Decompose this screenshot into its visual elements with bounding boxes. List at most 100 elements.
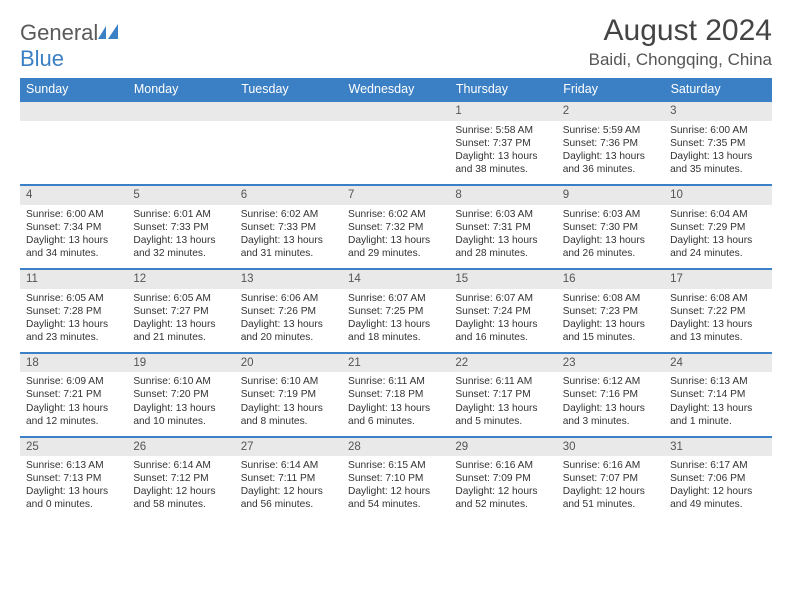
daylight-text: Daylight: 13 hours and 36 minutes.: [563, 150, 658, 176]
daylight-text: Daylight: 12 hours and 54 minutes.: [348, 485, 443, 511]
day-number: 26: [127, 438, 234, 457]
day-header: Sunday: [20, 78, 127, 101]
sunset-text: Sunset: 7:35 PM: [670, 137, 765, 150]
sunset-text: Sunset: 7:37 PM: [455, 137, 550, 150]
cell-details: Sunrise: 6:00 AMSunset: 7:35 PMDaylight:…: [664, 121, 771, 184]
sunrise-text: Sunrise: 5:59 AM: [563, 124, 658, 137]
daylight-text: Daylight: 13 hours and 29 minutes.: [348, 234, 443, 260]
sunrise-text: Sunrise: 6:08 AM: [670, 292, 765, 305]
sunrise-text: Sunrise: 6:15 AM: [348, 459, 443, 472]
cell-details: Sunrise: 6:14 AMSunset: 7:12 PMDaylight:…: [127, 456, 234, 519]
day-number: 13: [235, 270, 342, 289]
calendar-cell: [20, 101, 127, 185]
day-number: 27: [235, 438, 342, 457]
calendar-cell: 25Sunrise: 6:13 AMSunset: 7:13 PMDayligh…: [20, 437, 127, 520]
daylight-text: Daylight: 12 hours and 58 minutes.: [133, 485, 228, 511]
calendar-location: Baidi, Chongqing, China: [589, 50, 772, 70]
calendar-cell: 15Sunrise: 6:07 AMSunset: 7:24 PMDayligh…: [449, 269, 556, 353]
calendar-cell: 21Sunrise: 6:11 AMSunset: 7:18 PMDayligh…: [342, 353, 449, 437]
daylight-text: Daylight: 13 hours and 26 minutes.: [563, 234, 658, 260]
day-number: 30: [557, 438, 664, 457]
cell-details: Sunrise: 6:05 AMSunset: 7:28 PMDaylight:…: [20, 289, 127, 352]
day-number: 6: [235, 186, 342, 205]
calendar-cell: 5Sunrise: 6:01 AMSunset: 7:33 PMDaylight…: [127, 185, 234, 269]
day-number: 14: [342, 270, 449, 289]
calendar-cell: 17Sunrise: 6:08 AMSunset: 7:22 PMDayligh…: [664, 269, 771, 353]
sunset-text: Sunset: 7:32 PM: [348, 221, 443, 234]
calendar-week: 4Sunrise: 6:00 AMSunset: 7:34 PMDaylight…: [20, 185, 772, 269]
day-header: Saturday: [664, 78, 771, 101]
sunrise-text: Sunrise: 6:09 AM: [26, 375, 121, 388]
sunset-text: Sunset: 7:17 PM: [455, 388, 550, 401]
calendar-cell: [235, 101, 342, 185]
cell-details: Sunrise: 5:59 AMSunset: 7:36 PMDaylight:…: [557, 121, 664, 184]
cell-details: Sunrise: 6:11 AMSunset: 7:17 PMDaylight:…: [449, 372, 556, 435]
calendar-week: 1Sunrise: 5:58 AMSunset: 7:37 PMDaylight…: [20, 101, 772, 185]
calendar-cell: 16Sunrise: 6:08 AMSunset: 7:23 PMDayligh…: [557, 269, 664, 353]
calendar-cell: 20Sunrise: 6:10 AMSunset: 7:19 PMDayligh…: [235, 353, 342, 437]
day-number: 5: [127, 186, 234, 205]
day-number: [342, 102, 449, 121]
calendar-cell: 6Sunrise: 6:02 AMSunset: 7:33 PMDaylight…: [235, 185, 342, 269]
day-number: 21: [342, 354, 449, 373]
calendar-week: 25Sunrise: 6:13 AMSunset: 7:13 PMDayligh…: [20, 437, 772, 520]
sunrise-text: Sunrise: 6:02 AM: [241, 208, 336, 221]
daylight-text: Daylight: 13 hours and 31 minutes.: [241, 234, 336, 260]
day-number: 3: [664, 102, 771, 121]
daylight-text: Daylight: 13 hours and 3 minutes.: [563, 402, 658, 428]
daylight-text: Daylight: 13 hours and 24 minutes.: [670, 234, 765, 260]
day-number: 12: [127, 270, 234, 289]
day-number: [20, 102, 127, 121]
brand-part2: Blue: [20, 46, 64, 71]
sunset-text: Sunset: 7:24 PM: [455, 305, 550, 318]
sunset-text: Sunset: 7:23 PM: [563, 305, 658, 318]
sunrise-text: Sunrise: 6:13 AM: [670, 375, 765, 388]
cell-details: Sunrise: 6:17 AMSunset: 7:06 PMDaylight:…: [664, 456, 771, 519]
daylight-text: Daylight: 13 hours and 10 minutes.: [133, 402, 228, 428]
sunrise-text: Sunrise: 6:10 AM: [241, 375, 336, 388]
cell-details: Sunrise: 6:08 AMSunset: 7:22 PMDaylight:…: [664, 289, 771, 352]
sunrise-text: Sunrise: 6:03 AM: [563, 208, 658, 221]
cell-details: Sunrise: 6:02 AMSunset: 7:33 PMDaylight:…: [235, 205, 342, 268]
sunset-text: Sunset: 7:25 PM: [348, 305, 443, 318]
day-number: 24: [664, 354, 771, 373]
sunset-text: Sunset: 7:12 PM: [133, 472, 228, 485]
sunrise-text: Sunrise: 6:02 AM: [348, 208, 443, 221]
day-number: 29: [449, 438, 556, 457]
daylight-text: Daylight: 12 hours and 49 minutes.: [670, 485, 765, 511]
sunset-text: Sunset: 7:36 PM: [563, 137, 658, 150]
day-header: Friday: [557, 78, 664, 101]
daylight-text: Daylight: 13 hours and 1 minute.: [670, 402, 765, 428]
sunrise-text: Sunrise: 6:12 AM: [563, 375, 658, 388]
daylight-text: Daylight: 12 hours and 56 minutes.: [241, 485, 336, 511]
sunrise-text: Sunrise: 6:00 AM: [670, 124, 765, 137]
sunrise-text: Sunrise: 6:05 AM: [133, 292, 228, 305]
calendar-cell: 22Sunrise: 6:11 AMSunset: 7:17 PMDayligh…: [449, 353, 556, 437]
calendar-cell: 7Sunrise: 6:02 AMSunset: 7:32 PMDaylight…: [342, 185, 449, 269]
day-number: 19: [127, 354, 234, 373]
cell-details: Sunrise: 6:12 AMSunset: 7:16 PMDaylight:…: [557, 372, 664, 435]
sunrise-text: Sunrise: 6:03 AM: [455, 208, 550, 221]
day-number: 23: [557, 354, 664, 373]
day-number: 10: [664, 186, 771, 205]
brand-text: GeneralBlue: [20, 20, 120, 72]
daylight-text: Daylight: 13 hours and 13 minutes.: [670, 318, 765, 344]
daylight-text: Daylight: 13 hours and 34 minutes.: [26, 234, 121, 260]
daylight-text: Daylight: 12 hours and 51 minutes.: [563, 485, 658, 511]
day-number: 16: [557, 270, 664, 289]
calendar-week: 18Sunrise: 6:09 AMSunset: 7:21 PMDayligh…: [20, 353, 772, 437]
calendar-cell: 4Sunrise: 6:00 AMSunset: 7:34 PMDaylight…: [20, 185, 127, 269]
cell-details: Sunrise: 6:10 AMSunset: 7:20 PMDaylight:…: [127, 372, 234, 435]
sunrise-text: Sunrise: 6:16 AM: [563, 459, 658, 472]
sail-icon: [98, 24, 120, 40]
day-number: 25: [20, 438, 127, 457]
day-number: 9: [557, 186, 664, 205]
sunrise-text: Sunrise: 6:10 AM: [133, 375, 228, 388]
day-number: [127, 102, 234, 121]
day-number: 17: [664, 270, 771, 289]
cell-details: Sunrise: 5:58 AMSunset: 7:37 PMDaylight:…: [449, 121, 556, 184]
daylight-text: Daylight: 13 hours and 12 minutes.: [26, 402, 121, 428]
cell-details: Sunrise: 6:00 AMSunset: 7:34 PMDaylight:…: [20, 205, 127, 268]
cell-details: Sunrise: 6:13 AMSunset: 7:13 PMDaylight:…: [20, 456, 127, 519]
day-header: Tuesday: [235, 78, 342, 101]
